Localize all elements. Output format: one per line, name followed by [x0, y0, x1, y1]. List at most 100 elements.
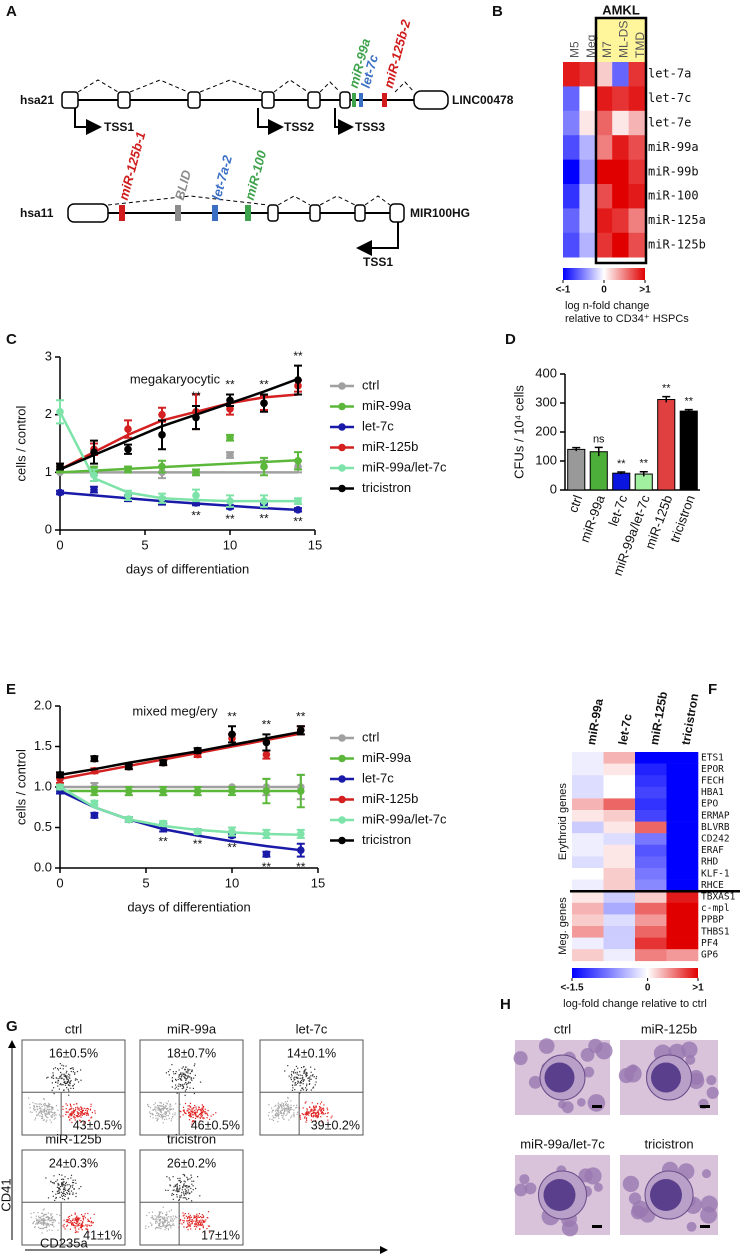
data-point [297, 846, 305, 854]
event-dot [89, 1217, 92, 1219]
event-dot [55, 1180, 57, 1183]
event-dot [51, 1229, 53, 1232]
x-tick-label: 0 [56, 875, 63, 890]
event-dot [163, 1221, 165, 1223]
event-dot [199, 1081, 202, 1083]
y-tick-label: 2 [45, 406, 52, 421]
event-dot [303, 1072, 305, 1074]
event-dot [74, 1072, 76, 1074]
event-dot [286, 1106, 288, 1108]
event-dot [182, 1219, 184, 1222]
significance-label: ** [662, 383, 671, 395]
x-tick-label: ctrl [565, 493, 585, 515]
event-dot [186, 1226, 188, 1228]
event-dot [46, 1119, 48, 1121]
event-dot [53, 1183, 55, 1185]
event-dot [37, 1221, 39, 1223]
event-dot [80, 1069, 82, 1071]
event-dot [177, 1190, 180, 1192]
event-dot [90, 1221, 92, 1223]
heatmap-cell [603, 810, 636, 822]
event-dot [200, 1222, 202, 1224]
event-dot [59, 1196, 61, 1198]
event-dot [94, 1110, 96, 1112]
event-dot [55, 1105, 58, 1107]
event-dot [184, 1083, 186, 1085]
heatmap-cell [666, 810, 699, 822]
event-dot [181, 1085, 183, 1087]
event-dot [42, 1117, 44, 1119]
event-dot [190, 1116, 192, 1118]
event-dot [75, 1103, 78, 1105]
significance-label: ** [293, 515, 303, 529]
event-dot [161, 1216, 163, 1218]
event-dot [299, 1118, 302, 1120]
event-dot [66, 1087, 68, 1089]
event-dot [319, 1105, 321, 1108]
row-label: let-7a [648, 67, 691, 81]
event-dot [89, 1109, 92, 1111]
event-dot [269, 1118, 271, 1120]
event-dot [164, 1224, 166, 1227]
event-dot [77, 1114, 79, 1117]
x-tick-label: 0 [56, 537, 63, 552]
event-dot [295, 1084, 297, 1086]
event-dot [40, 1220, 42, 1222]
row-label: TBXAS1 [701, 892, 736, 903]
event-dot [315, 1105, 317, 1107]
event-dot [82, 1113, 84, 1115]
heatmap-cell [595, 86, 613, 112]
event-dot [60, 1191, 62, 1193]
event-dot [160, 1115, 162, 1117]
heatmap-cell [563, 232, 580, 258]
event-dot [290, 1077, 292, 1079]
event-dot [38, 1219, 40, 1221]
heatmap-cell [635, 752, 667, 764]
event-dot [49, 1103, 51, 1106]
event-dot [202, 1227, 204, 1229]
event-dot [200, 1217, 203, 1219]
event-dot [69, 1192, 71, 1194]
data-point [262, 738, 271, 747]
event-dot [201, 1214, 203, 1216]
event-dot [165, 1219, 167, 1222]
heatmap-cell [628, 208, 646, 234]
nucleus [543, 1179, 576, 1211]
event-dot [70, 1113, 72, 1115]
event-dot [149, 1112, 151, 1115]
event-dot [75, 1229, 77, 1231]
event-dot [296, 1077, 298, 1079]
event-dot [56, 1213, 58, 1216]
event-dot [314, 1084, 316, 1086]
data-point [159, 787, 167, 795]
event-dot [86, 1112, 88, 1114]
event-dot [87, 1228, 89, 1230]
event-dot [192, 1111, 194, 1113]
y-tick-label: 300 [535, 394, 557, 409]
fit-line [59, 785, 301, 837]
event-dot [196, 1109, 198, 1111]
event-dot [181, 1072, 183, 1074]
event-dot [65, 1113, 67, 1116]
error-bar [662, 395, 671, 403]
event-dot [78, 1108, 80, 1110]
event-dot [178, 1199, 180, 1202]
event-dot [77, 1221, 79, 1223]
event-dot [69, 1104, 72, 1106]
event-dot [275, 1109, 277, 1111]
event-dot [145, 1227, 147, 1229]
data-point [228, 787, 236, 795]
event-dot [71, 1214, 73, 1216]
event-dot [192, 1120, 194, 1122]
event-dot [314, 1114, 316, 1116]
event-dot [168, 1216, 170, 1218]
event-dot [209, 1231, 211, 1234]
event-dot [159, 1218, 161, 1221]
event-dot [82, 1217, 85, 1219]
data-point [260, 399, 268, 407]
event-dot [182, 1109, 185, 1112]
event-dot [158, 1212, 161, 1214]
event-dot [60, 1194, 63, 1196]
data-point [193, 746, 202, 755]
event-dot [63, 1190, 65, 1193]
